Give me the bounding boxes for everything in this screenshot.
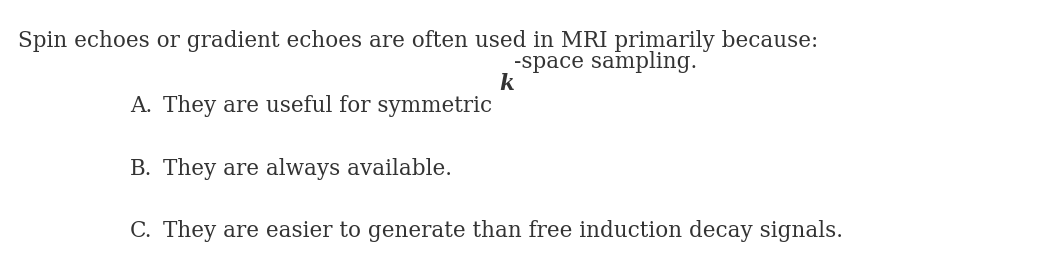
Text: Spin echoes or gradient echoes are often used in MRI primarily because:: Spin echoes or gradient echoes are often…: [18, 30, 818, 52]
Text: B.: B.: [130, 158, 152, 180]
Text: k: k: [499, 73, 514, 95]
Text: C.: C.: [130, 220, 152, 242]
Text: They are easier to generate than free induction decay signals.: They are easier to generate than free in…: [163, 220, 843, 242]
Text: They are always available.: They are always available.: [163, 158, 452, 180]
Text: A.: A.: [130, 95, 152, 117]
Text: -space sampling.: -space sampling.: [514, 51, 698, 73]
Text: They are useful for symmetric: They are useful for symmetric: [163, 95, 499, 117]
